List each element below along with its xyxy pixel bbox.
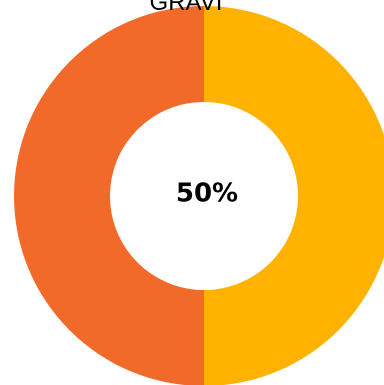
donut-hole	[110, 102, 298, 290]
center-value-label: 50%	[176, 179, 238, 209]
chart-title: GRAVI	[150, 0, 223, 16]
donut-slice-2	[14, 6, 204, 385]
